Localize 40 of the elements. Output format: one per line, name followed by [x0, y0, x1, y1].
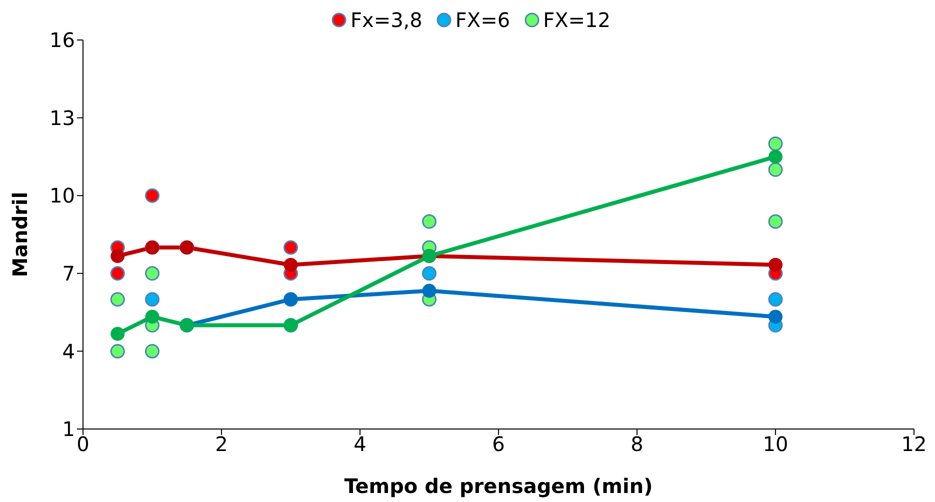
- y-tick-label: 13: [50, 106, 75, 130]
- point: [422, 266, 436, 281]
- point: [145, 344, 160, 358]
- point: [284, 258, 298, 272]
- y-tick-label: 1: [62, 417, 75, 442]
- point: [110, 266, 125, 281]
- legend-label: FX=6: [454, 8, 510, 32]
- x-tick-label: 0: [76, 432, 90, 456]
- x-tick-label: 8: [630, 432, 644, 456]
- point: [768, 258, 782, 272]
- x-axis-title: Tempo de prensagem (min): [344, 474, 653, 498]
- point: [422, 214, 436, 229]
- point: [768, 214, 783, 229]
- x-tick-label: 12: [901, 432, 927, 456]
- point: [145, 310, 160, 324]
- legend-label: Fx=3,8: [349, 8, 422, 32]
- point: [145, 292, 160, 307]
- point: [422, 284, 436, 298]
- y-tick-label: 7: [62, 262, 75, 286]
- point: [284, 240, 298, 255]
- point: [768, 292, 783, 307]
- point: [768, 150, 782, 164]
- point: [110, 249, 125, 264]
- x-tick-label: 4: [354, 432, 366, 456]
- y-axis-title: Mandril: [8, 192, 32, 278]
- point: [110, 344, 125, 358]
- y-tick-label: 16: [50, 28, 75, 52]
- point: [145, 266, 160, 281]
- x-tick-label: 2: [215, 432, 228, 456]
- point: [110, 326, 125, 341]
- x-tick-label: 6: [492, 432, 505, 456]
- y-tick-label: 10: [50, 184, 75, 208]
- point: [768, 162, 783, 177]
- x-tick-label: 10: [762, 432, 788, 456]
- y-tick-label: 4: [62, 339, 75, 364]
- point: [768, 136, 783, 151]
- point: [145, 188, 160, 203]
- point: [110, 292, 125, 307]
- legend-label: FX=12: [542, 8, 610, 32]
- point: [768, 310, 782, 324]
